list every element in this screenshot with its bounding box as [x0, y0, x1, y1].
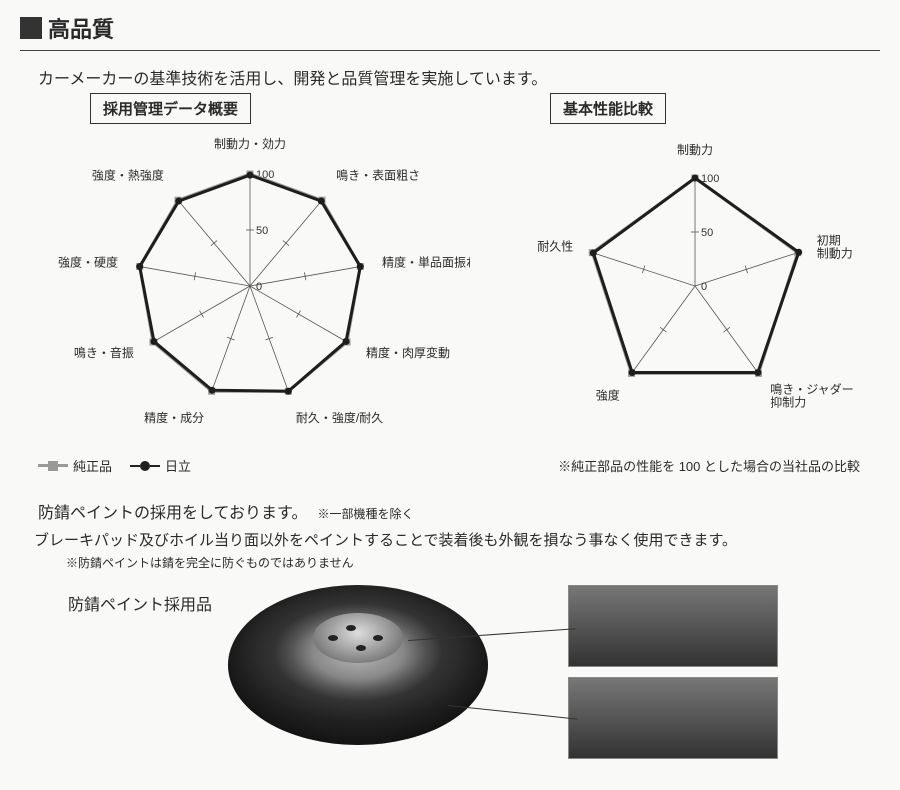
rotor-bolt-hole: [328, 635, 338, 641]
rotor-bolt-hole: [356, 645, 366, 651]
svg-text:初期制動力: 初期制動力: [817, 233, 853, 260]
rotor-bolt-hole: [346, 625, 356, 631]
svg-text:50: 50: [701, 227, 713, 239]
paint-product-row: 防錆ペイント採用品: [38, 585, 880, 765]
paint-note2: ※防錆ペイントは錆を完全に防ぐものではありません: [66, 554, 880, 571]
chart-right-col: 基本性能比較 050100制動力初期制動力鳴き・ジャダー抑制力強度耐久性: [510, 101, 890, 456]
paint-product-label: 防錆ペイント採用品: [68, 591, 212, 615]
svg-text:耐久・強度/耐久: 耐久・強度/耐久: [296, 410, 383, 425]
radar-chart-right: 050100制動力初期制動力鳴き・ジャダー抑制力強度耐久性: [510, 101, 890, 451]
lead-line: [448, 705, 577, 720]
rotor-main: [228, 585, 488, 745]
section-title-text: 高品質: [48, 12, 114, 44]
svg-text:制動力・効力: 制動力・効力: [214, 136, 286, 151]
rotor-illustration: [228, 585, 788, 765]
footnote-row: 純正品 日立 ※純正部品の性能を 100 とした場合の当社品の比較: [20, 456, 880, 475]
chart-left-col: 採用管理データ概要 050100制動力・効力鳴き・表面粗さ精度・単品面振れ精度・…: [30, 101, 470, 456]
paint-line1-text: 防錆ペイントの採用をしております。: [38, 499, 307, 523]
legend-hitachi: 日立: [130, 456, 191, 475]
charts-row: 採用管理データ概要 050100制動力・効力鳴き・表面粗さ精度・単品面振れ精度・…: [20, 101, 880, 456]
svg-text:精度・肉厚変動: 精度・肉厚変動: [366, 345, 450, 360]
legend-genuine-label: 純正品: [73, 456, 112, 475]
svg-text:50: 50: [256, 225, 268, 237]
legend-dot-icon: [130, 461, 160, 471]
svg-text:強度・熱強度: 強度・熱強度: [92, 167, 164, 182]
intro-text: カーメーカーの基準技術を活用し、開発と品質管理を実施しています。: [38, 65, 880, 89]
svg-text:耐久性: 耐久性: [537, 239, 573, 253]
rotor-detail-top: [568, 585, 778, 667]
section-title: 高品質: [20, 12, 880, 44]
svg-text:鳴き・ジャダー抑制力: 鳴き・ジャダー抑制力: [770, 382, 853, 410]
svg-text:鳴き・音振: 鳴き・音振: [74, 345, 134, 360]
chart-left-title: 採用管理データ概要: [90, 93, 251, 124]
paint-note1: ※一部機種を除く: [317, 505, 413, 522]
svg-text:0: 0: [256, 281, 262, 293]
svg-text:0: 0: [701, 281, 707, 293]
legend-hitachi-label: 日立: [165, 456, 191, 475]
legend: 純正品 日立: [38, 456, 191, 475]
radar-chart-left: 050100制動力・効力鳴き・表面粗さ精度・単品面振れ精度・肉厚変動耐久・強度/…: [30, 101, 470, 451]
section-divider: [20, 50, 880, 51]
svg-text:強度: 強度: [596, 388, 620, 403]
rotor-detail-bottom: [568, 677, 778, 759]
paint-line1: 防錆ペイントの採用をしております。 ※一部機種を除く: [38, 499, 880, 523]
square-bullet-icon: [20, 17, 42, 39]
compare-note: ※純正部品の性能を 100 とした場合の当社品の比較: [558, 456, 860, 475]
rotor-hub: [313, 613, 403, 663]
svg-text:精度・成分: 精度・成分: [144, 410, 204, 425]
svg-text:精度・単品面振れ: 精度・単品面振れ: [382, 255, 470, 270]
svg-text:制動力: 制動力: [677, 143, 713, 157]
legend-genuine: 純正品: [38, 456, 112, 475]
legend-square-icon: [38, 461, 68, 471]
rotor-bolt-hole: [373, 635, 383, 641]
svg-text:強度・硬度: 強度・硬度: [58, 255, 118, 270]
paint-line2: ブレーキパッド及びホイル当り面以外をペイントすることで装着後も外観を損なう事なく…: [34, 529, 880, 550]
chart-right-title: 基本性能比較: [550, 93, 666, 124]
svg-text:鳴き・表面粗さ: 鳴き・表面粗さ: [336, 168, 420, 182]
paint-section: 防錆ペイントの採用をしております。 ※一部機種を除く ブレーキパッド及びホイル当…: [20, 499, 880, 765]
